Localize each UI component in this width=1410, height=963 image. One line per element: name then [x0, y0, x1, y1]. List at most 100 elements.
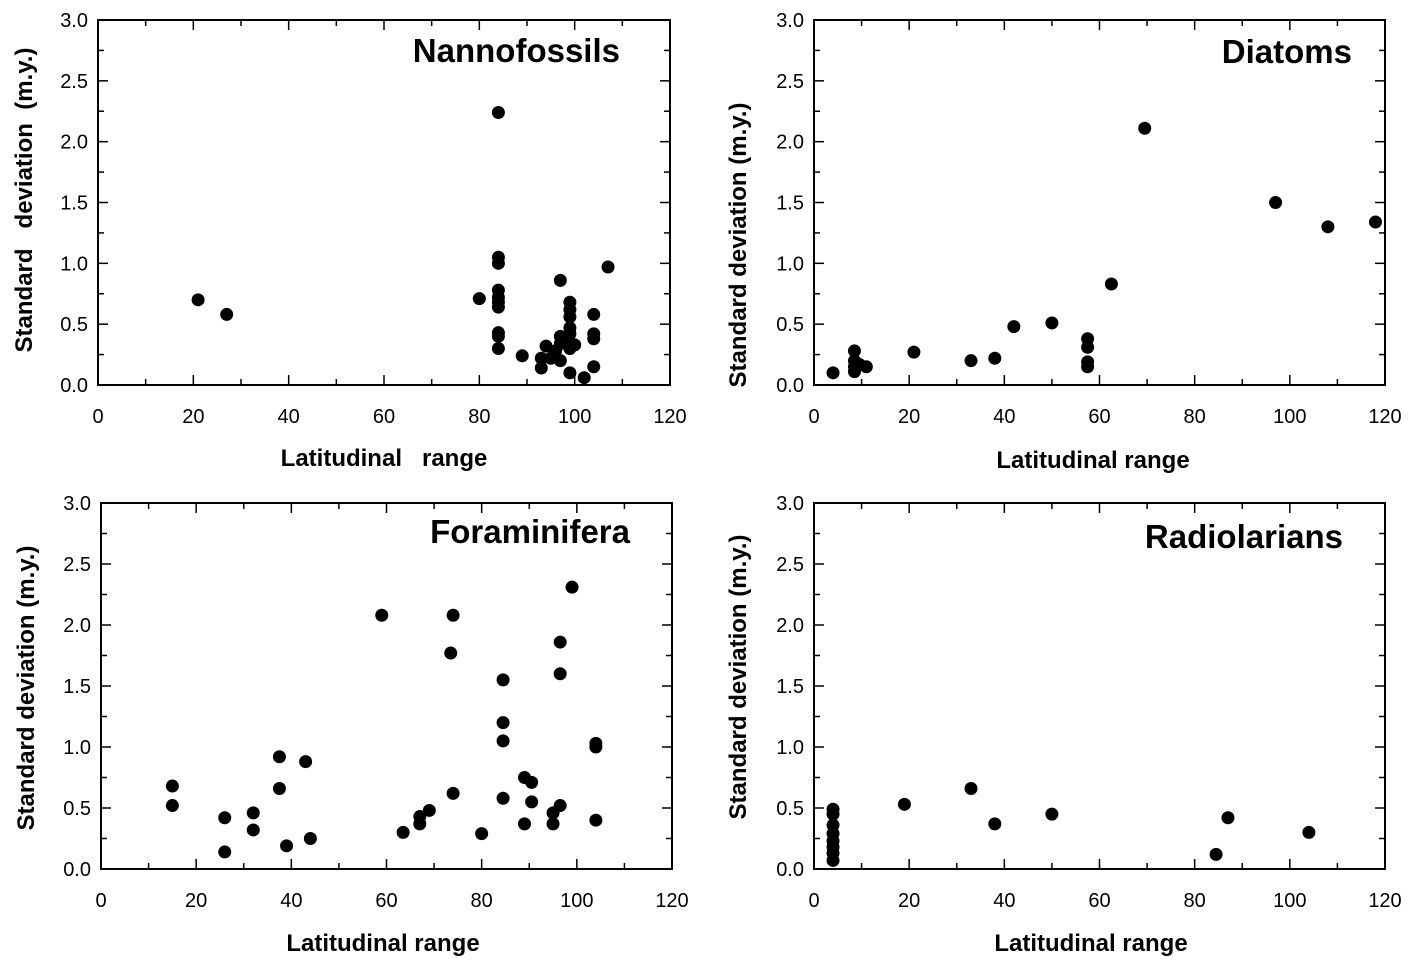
- y-tick-label: 1.0: [63, 737, 91, 759]
- x-axis-title: Latitudinal range: [281, 445, 488, 472]
- plot-frame: [813, 19, 1386, 386]
- data-point: [587, 360, 601, 374]
- y-tick-label: 3.0: [60, 10, 88, 32]
- x-tick-label: 20: [898, 406, 920, 428]
- data-point: [272, 781, 286, 795]
- data-point: [553, 354, 567, 368]
- data-point: [525, 795, 539, 809]
- x-tick-label: 20: [182, 406, 204, 428]
- data-point: [1081, 360, 1095, 374]
- y-tick-label: 1.0: [776, 737, 804, 759]
- y-tick-label: 2.5: [776, 554, 804, 576]
- data-point: [1269, 196, 1283, 209]
- data-point: [897, 797, 911, 811]
- data-point: [988, 351, 1002, 365]
- data-point: [496, 791, 510, 805]
- x-tick-label: 120: [1368, 890, 1401, 912]
- y-tick-label: 2.5: [776, 71, 804, 93]
- data-point: [553, 273, 567, 287]
- y-tick-label: 0.0: [63, 859, 91, 881]
- x-tick-label: 120: [655, 890, 688, 912]
- x-tick-label: 80: [468, 406, 490, 428]
- data-point: [589, 740, 603, 754]
- data-point: [280, 839, 294, 853]
- data-point: [563, 310, 577, 324]
- y-tick-label: 2.0: [60, 132, 88, 154]
- y-tick-label: 1.5: [60, 193, 88, 215]
- panel-title: Foraminifera: [430, 513, 631, 550]
- data-point: [413, 817, 427, 831]
- y-tick-label: 1.5: [776, 193, 804, 215]
- data-point: [375, 608, 389, 622]
- data-point: [218, 845, 232, 859]
- x-tick-label: 0: [808, 890, 819, 912]
- x-tick-label: 80: [1184, 890, 1206, 912]
- x-tick-label: 60: [1088, 890, 1110, 912]
- y-tick-label: 0.5: [776, 798, 804, 820]
- data-point: [218, 811, 232, 825]
- data-point: [546, 817, 560, 831]
- data-point: [1368, 215, 1382, 229]
- y-tick-label: 2.5: [60, 71, 88, 93]
- y-tick-label: 2.5: [63, 554, 91, 576]
- chart-panel-3: 0 20 40 60 80 100 120 0.0 0.5 1.0 1.5 2.0 2.5 3.0 Lati…: [13, 493, 689, 957]
- x-tick-label: 0: [92, 406, 103, 428]
- data-point: [988, 817, 1002, 831]
- data-point: [826, 853, 840, 867]
- data-point: [1045, 807, 1059, 821]
- data-point: [515, 349, 529, 363]
- data-point: [303, 832, 317, 845]
- data-point: [534, 351, 548, 365]
- x-axis-title: Latitudinal range: [996, 447, 1189, 474]
- plot-frame: [97, 19, 671, 386]
- x-tick-label: 120: [1368, 406, 1401, 428]
- y-tick-label: 3.0: [63, 493, 91, 515]
- x-tick-label: 60: [1088, 406, 1110, 428]
- data-point: [220, 307, 234, 321]
- y-axis-title: Standard deviation (m.y.): [13, 546, 40, 831]
- data-point: [1045, 316, 1059, 330]
- y-tick-label: 0.0: [776, 859, 804, 881]
- data-point: [964, 781, 978, 795]
- data-point: [1081, 340, 1095, 354]
- x-tick-label: 40: [993, 406, 1015, 428]
- plot-frame: [813, 502, 1386, 870]
- data-point: [525, 775, 539, 789]
- data-point: [601, 260, 615, 274]
- chart-panel-2: 0 20 40 60 80 100 120 0.0 0.5 1.0 1.5 2.0 2.5 3.0 Lati…: [725, 10, 1402, 474]
- data-point: [826, 807, 840, 821]
- data-point: [517, 817, 531, 831]
- y-tick-label: 0.0: [776, 375, 804, 397]
- data-point: [246, 806, 260, 820]
- data-point: [1221, 811, 1235, 825]
- y-tick-label: 3.0: [776, 493, 804, 515]
- x-tick-label: 20: [898, 890, 920, 912]
- data-point: [847, 344, 861, 358]
- y-tick-label: 2.0: [776, 132, 804, 154]
- y-tick-label: 3.0: [776, 10, 804, 32]
- data-point: [1007, 320, 1021, 334]
- x-tick-label: 100: [560, 890, 593, 912]
- y-tick-label: 0.0: [60, 375, 88, 397]
- x-tick-label: 40: [280, 890, 302, 912]
- y-tick-label: 0.5: [776, 314, 804, 336]
- x-tick-label: 80: [1184, 406, 1206, 428]
- data-point: [587, 307, 601, 321]
- y-axis-title: Standard deviation (m.y.): [725, 535, 752, 820]
- panel-title: Nannofossils: [413, 32, 620, 69]
- data-point: [496, 716, 510, 730]
- x-tick-label: 60: [375, 890, 397, 912]
- x-tick-label: 20: [185, 890, 207, 912]
- data-point: [491, 105, 505, 119]
- y-tick-label: 0.5: [63, 798, 91, 820]
- data-point: [446, 786, 460, 800]
- x-tick-label: 120: [653, 406, 686, 428]
- data-point: [491, 300, 505, 314]
- data-point: [565, 580, 579, 594]
- data-point: [553, 667, 567, 681]
- data-point: [299, 755, 313, 769]
- data-point: [191, 293, 205, 307]
- y-tick-label: 1.0: [60, 253, 88, 275]
- data-point: [1209, 847, 1223, 861]
